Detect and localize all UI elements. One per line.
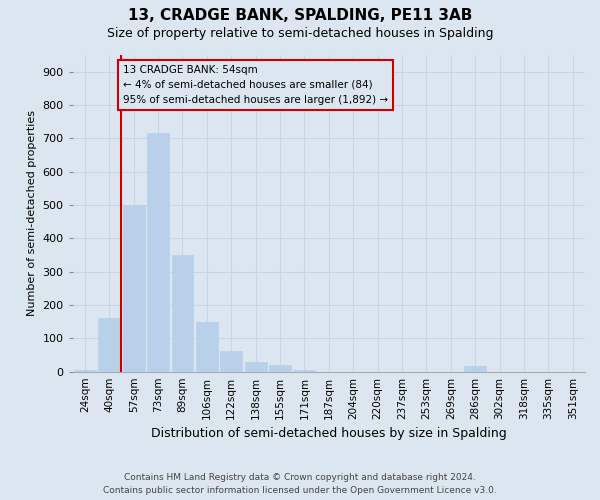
Text: Contains HM Land Registry data © Crown copyright and database right 2024.
Contai: Contains HM Land Registry data © Crown c… [103,474,497,495]
Bar [464,366,486,372]
Text: 13 CRADGE BANK: 54sqm
← 4% of semi-detached houses are smaller (84)
95% of semi-: 13 CRADGE BANK: 54sqm ← 4% of semi-detac… [123,65,388,104]
Bar [196,322,218,372]
Bar [220,350,242,372]
Text: Size of property relative to semi-detached houses in Spalding: Size of property relative to semi-detach… [107,28,493,40]
X-axis label: Distribution of semi-detached houses by size in Spalding: Distribution of semi-detached houses by … [151,427,507,440]
Bar [269,365,291,372]
Bar [293,370,316,372]
Y-axis label: Number of semi-detached properties: Number of semi-detached properties [27,110,37,316]
Bar [245,362,266,372]
Bar [172,255,193,372]
Bar [98,318,120,372]
Bar [123,205,145,372]
Text: 13, CRADGE BANK, SPALDING, PE11 3AB: 13, CRADGE BANK, SPALDING, PE11 3AB [128,8,472,22]
Bar [74,370,96,372]
Bar [147,134,169,372]
